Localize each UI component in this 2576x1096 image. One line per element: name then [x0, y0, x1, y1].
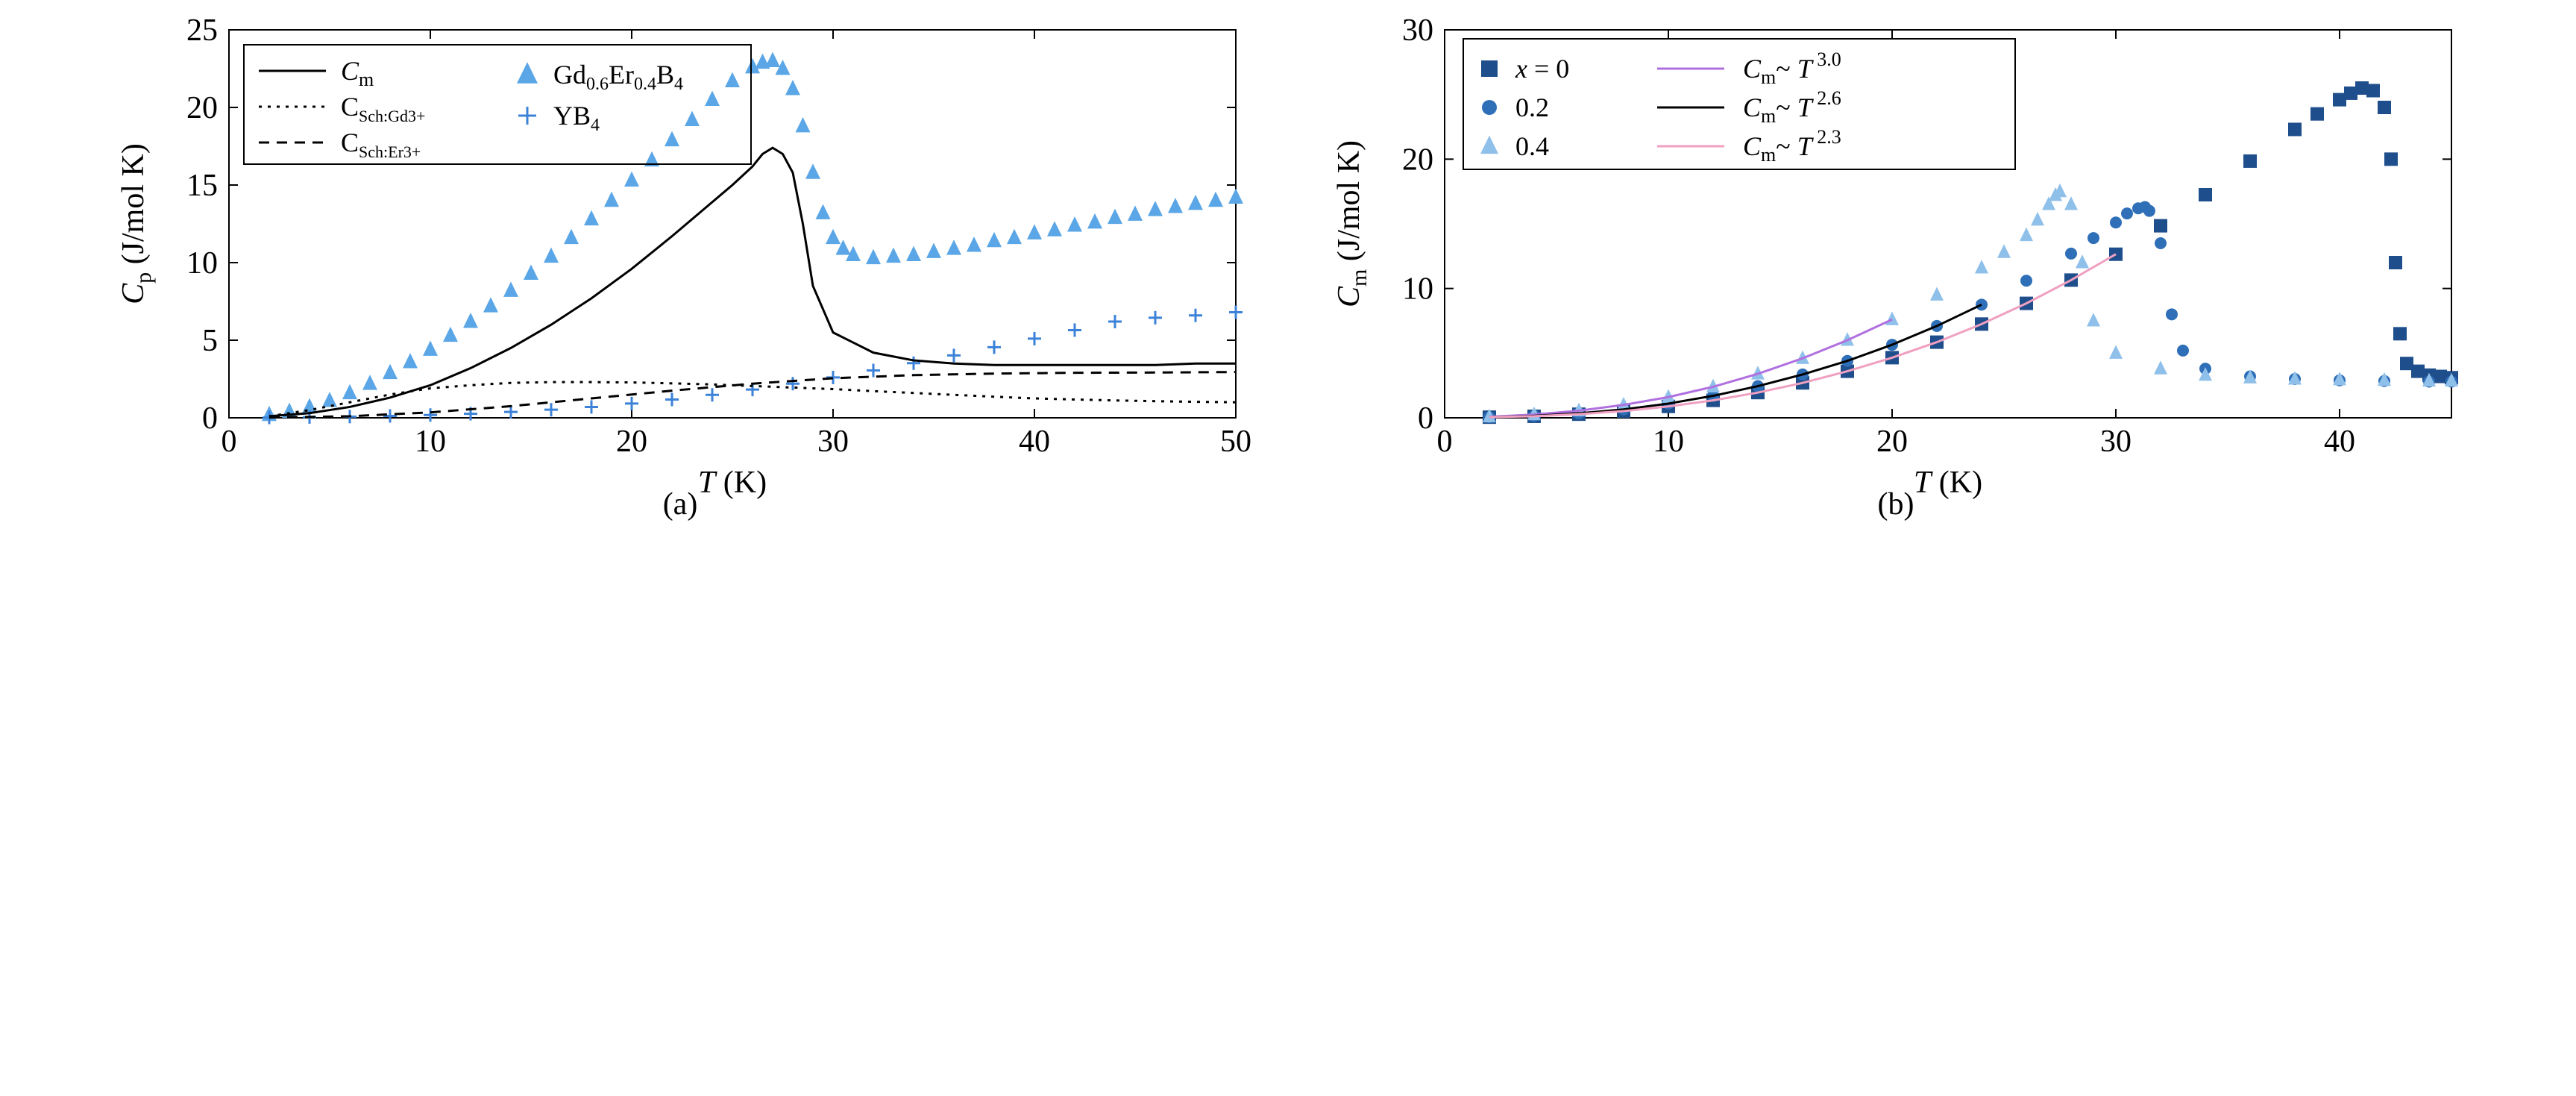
svg-text:40: 40: [1019, 425, 1050, 459]
svg-text:CSch:Gd3+: CSch:Gd3+: [341, 92, 425, 125]
svg-text:Cm~ T 2.6: Cm~ T 2.6: [1743, 87, 1841, 127]
svg-text:0.2: 0.2: [1515, 93, 1549, 122]
panel-b: 0 10 20 30 40 0 10 20 30 T (K) Cm (J/mol K) x = 0 0.…: [1318, 15, 2474, 522]
svg-text:5: 5: [202, 324, 218, 358]
svg-text:0: 0: [222, 425, 237, 459]
svg-text:0.4: 0.4: [1515, 131, 1549, 161]
svg-text:20: 20: [616, 425, 647, 459]
svg-text:T (K): T (K): [1914, 466, 1982, 500]
svg-text:40: 40: [2324, 425, 2355, 459]
svg-text:10: 10: [186, 246, 218, 281]
svg-text:15: 15: [186, 169, 218, 203]
svg-text:30: 30: [817, 425, 849, 459]
chart-b-wrap: 0102030400102030T (K)Cm (J/mol K)x = 00.…: [1318, 15, 2474, 477]
svg-text:0: 0: [1437, 425, 1453, 459]
panel-a: 0 10 20 30 40 50 0 5 10 15 20 25 T (K) Cp (J/mol K) Cm…: [102, 15, 1258, 522]
svg-text:10: 10: [1653, 425, 1684, 459]
chart-a-wrap: 010203040500510152025T (K)Cp (J/mol K)Cm…: [102, 15, 1258, 477]
svg-text:10: 10: [1402, 272, 1433, 307]
svg-text:20: 20: [1402, 143, 1433, 177]
svg-text:0: 0: [1418, 401, 1433, 436]
chart-a-svg: 0 10 20 30 40 50 0 5 10 15 20 25 T (K) Cp (J/mol K) Cm…: [102, 15, 1258, 522]
svg-text:YB4: YB4: [553, 101, 600, 135]
svg-text:CSch:Er3+: CSch:Er3+: [341, 128, 421, 161]
svg-text:T (K): T (K): [698, 466, 767, 500]
svg-text:Cp (J/mol K): Cp (J/mol K): [116, 143, 156, 304]
svg-text:20: 20: [186, 91, 218, 125]
svg-text:10: 10: [415, 425, 446, 459]
svg-text:25: 25: [186, 13, 218, 48]
svg-text:30: 30: [1402, 13, 1433, 48]
svg-text:Cm~ T 3.0: Cm~ T 3.0: [1743, 48, 1841, 88]
svg-text:Cm: Cm: [341, 56, 374, 90]
svg-text:x = 0: x = 0: [1515, 54, 1569, 84]
chart-b-svg: 0 10 20 30 40 0 10 20 30 T (K) Cm (J/mol K) x = 0 0.…: [1318, 15, 2474, 522]
svg-text:50: 50: [1220, 425, 1251, 459]
svg-text:Cm (J/mol K): Cm (J/mol K): [1332, 140, 1372, 307]
svg-text:Gd0.6Er0.4B4: Gd0.6Er0.4B4: [553, 60, 683, 94]
svg-text:Cm~ T 2.3: Cm~ T 2.3: [1743, 126, 1841, 166]
svg-text:30: 30: [2100, 425, 2132, 459]
svg-text:0: 0: [202, 401, 218, 436]
svg-text:20: 20: [1876, 425, 1908, 459]
